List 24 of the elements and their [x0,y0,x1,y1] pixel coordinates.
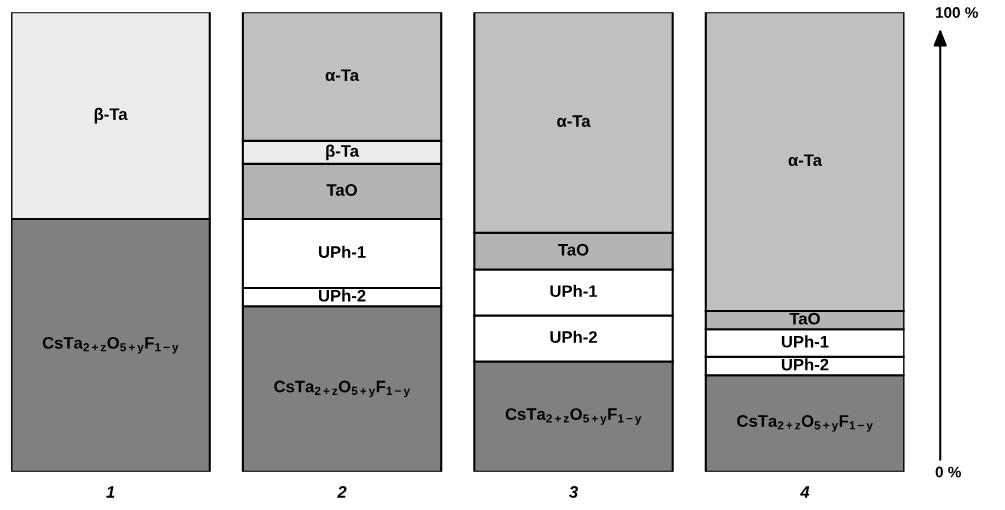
x-tick-label: 2 [337,486,347,498]
x-tick-label: 3 [569,486,578,498]
text: UPh-1 [318,245,366,258]
y-tick-label: 100 % [936,7,978,18]
text: TaO [326,184,357,196]
series-label: β-Ta [326,144,360,161]
text: β-Ta [94,107,128,124]
text: CsTa$_{2+z}$O$_{5+y}$F$_{1−y}$ [274,380,410,398]
series-label: CsTa$_{2+z}$O$_{5+y}$F$_{1−y}$ [42,336,179,354]
text: TaO [558,243,589,256]
text: UPh-1 [550,284,598,298]
x-tick-label: 4 [800,486,810,498]
x-tick-label: 1 [106,486,115,498]
series-label: TaO [789,312,820,325]
text: UPh-2 [550,330,597,343]
text: α-Ta [788,154,823,167]
text: α-Ta [557,115,591,127]
series-label: α-Ta [325,69,360,82]
text: CsTa$_{2+z}$O$_{5+y}$F$_{1−y}$ [737,415,873,432]
text: CsTa$_{2+z}$O$_{5+y}$F$_{1−y}$ [505,408,642,425]
series-label: UPh-1 [781,335,829,348]
y-tick-label: 0 % [935,466,961,478]
series-label: UPh-2 [318,289,366,302]
text: UPh-2 [781,358,829,371]
